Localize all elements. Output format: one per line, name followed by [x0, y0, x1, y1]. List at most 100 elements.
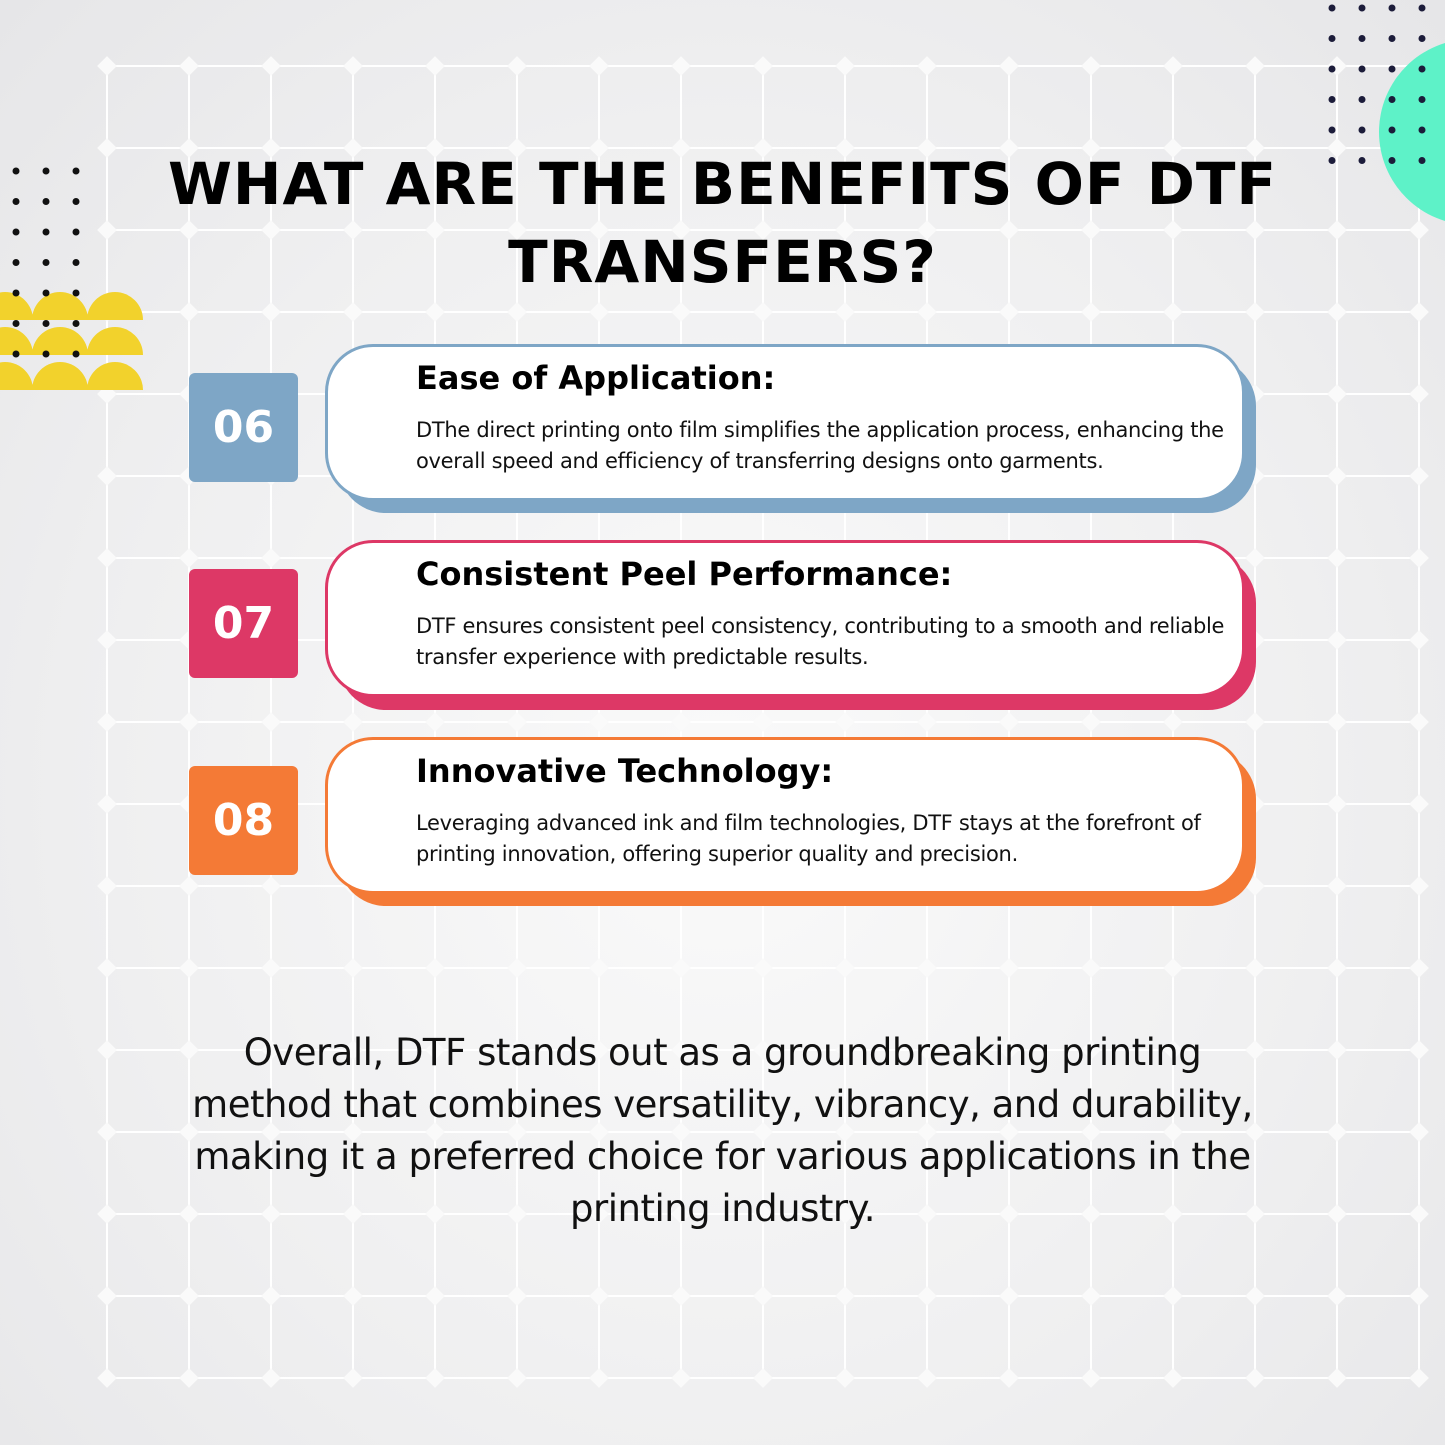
grid-diamond — [671, 1204, 691, 1224]
grid-diamond — [261, 548, 281, 568]
grid-diamond — [589, 1368, 609, 1388]
grid-diamond — [1081, 302, 1101, 322]
dot — [1358, 65, 1366, 73]
benefit-text: DTF ensures consistent peel consistency,… — [416, 614, 1225, 669]
grid-diamond — [507, 1040, 527, 1060]
grid-diamond — [1409, 1286, 1429, 1306]
grid-diamond — [999, 1040, 1019, 1060]
grid-diamond — [671, 1122, 691, 1142]
grid-diamond — [1327, 384, 1347, 404]
grid-diamond — [1327, 466, 1347, 486]
grid-diamond — [1081, 1204, 1101, 1224]
grid-diamond — [999, 1286, 1019, 1306]
grid-diamond — [261, 1204, 281, 1224]
dot — [1418, 126, 1426, 134]
grid-diamond — [999, 712, 1019, 732]
grid-diamond — [589, 302, 609, 322]
dot — [12, 228, 20, 236]
benefit-heading: Consistent Peel Performance: — [416, 555, 953, 593]
grid-diamond — [179, 220, 199, 240]
grid-diamond — [1327, 548, 1347, 568]
grid-diamond — [261, 56, 281, 76]
grid-diamond — [1327, 138, 1347, 158]
grid-diamond — [425, 1204, 445, 1224]
grid-diamond — [179, 302, 199, 322]
benefit-heading: Ease of Application: — [416, 359, 776, 397]
dot — [1388, 4, 1396, 12]
grid-diamond — [1081, 1368, 1101, 1388]
benefit-number-badge: 07 — [189, 569, 298, 678]
grid-diamond — [97, 56, 117, 76]
yellow-half-circle — [87, 327, 143, 355]
grid-diamond — [97, 466, 117, 486]
grid-diamond — [671, 302, 691, 322]
grid-diamond — [261, 302, 281, 322]
dot — [72, 350, 80, 358]
grid-diamond — [1163, 220, 1183, 240]
grid-diamond — [1163, 1204, 1183, 1224]
grid-diamond — [507, 302, 527, 322]
grid-diamond — [999, 1204, 1019, 1224]
grid-diamond — [97, 1286, 117, 1306]
grid-diamond — [753, 1122, 773, 1142]
grid-diamond — [507, 1368, 527, 1388]
grid-diamond — [1327, 712, 1347, 732]
grid-diamond — [917, 302, 937, 322]
grid-diamond — [343, 1204, 363, 1224]
grid-diamond — [343, 1286, 363, 1306]
grid-diamond — [425, 1286, 445, 1306]
grid-diamond — [1245, 1368, 1265, 1388]
grid-diamond — [1409, 1368, 1429, 1388]
grid-diamond — [97, 138, 117, 158]
page-title: WHAT ARE THE BENEFITS OF DTF TRANSFERS? — [167, 150, 1278, 296]
dot — [12, 198, 20, 205]
dot — [1358, 157, 1366, 164]
dot — [12, 320, 20, 327]
benefit-heading: Innovative Technology: — [416, 752, 834, 790]
grid-diamond — [1409, 302, 1429, 322]
grid-diamond — [1245, 1204, 1265, 1224]
grid-diamond — [343, 1122, 363, 1142]
grid-diamond — [97, 220, 117, 240]
grid-diamond — [1245, 1122, 1265, 1142]
grid-diamond — [1327, 302, 1347, 322]
grid-diamond — [97, 1122, 117, 1142]
grid-diamond — [1327, 1122, 1347, 1142]
grid-diamond — [917, 712, 937, 732]
grid-diamond — [589, 958, 609, 978]
grid-diamond — [425, 1040, 445, 1060]
grid-diamond — [1163, 1368, 1183, 1388]
grid-diamond — [425, 138, 445, 158]
yellow-half-circle — [87, 362, 143, 390]
grid-diamond — [1245, 1286, 1265, 1306]
grid-diamond — [1245, 138, 1265, 158]
grid-diamond — [917, 1040, 937, 1060]
grid-diamond — [1409, 548, 1429, 568]
grid-diamond — [999, 1122, 1019, 1142]
grid-diamond — [1409, 384, 1429, 404]
grid-diamond — [1409, 876, 1429, 896]
grid-diamond — [589, 712, 609, 732]
grid-diamond — [179, 1122, 199, 1142]
dot — [12, 167, 20, 175]
grid-diamond — [1163, 1040, 1183, 1060]
grid-diamond — [507, 1122, 527, 1142]
dot — [72, 167, 80, 175]
grid-diamond — [1081, 138, 1101, 158]
grid-diamond — [261, 712, 281, 732]
grid-diamond — [261, 1368, 281, 1388]
grid-diamond — [425, 302, 445, 322]
grid-diamond — [1245, 958, 1265, 978]
grid-diamond — [1245, 712, 1265, 732]
dot — [42, 320, 50, 327]
dot — [42, 350, 50, 358]
benefit-card: Consistent Peel Performance: DTF ensures… — [325, 540, 1245, 697]
grid-diamond — [835, 1040, 855, 1060]
yellow-half-circle — [32, 327, 88, 355]
yellow-half-circle — [0, 292, 33, 320]
grid-diamond — [1409, 1040, 1429, 1060]
grid-diamond — [753, 1368, 773, 1388]
dot — [42, 259, 50, 266]
grid-diamond — [835, 958, 855, 978]
dot — [72, 198, 80, 205]
